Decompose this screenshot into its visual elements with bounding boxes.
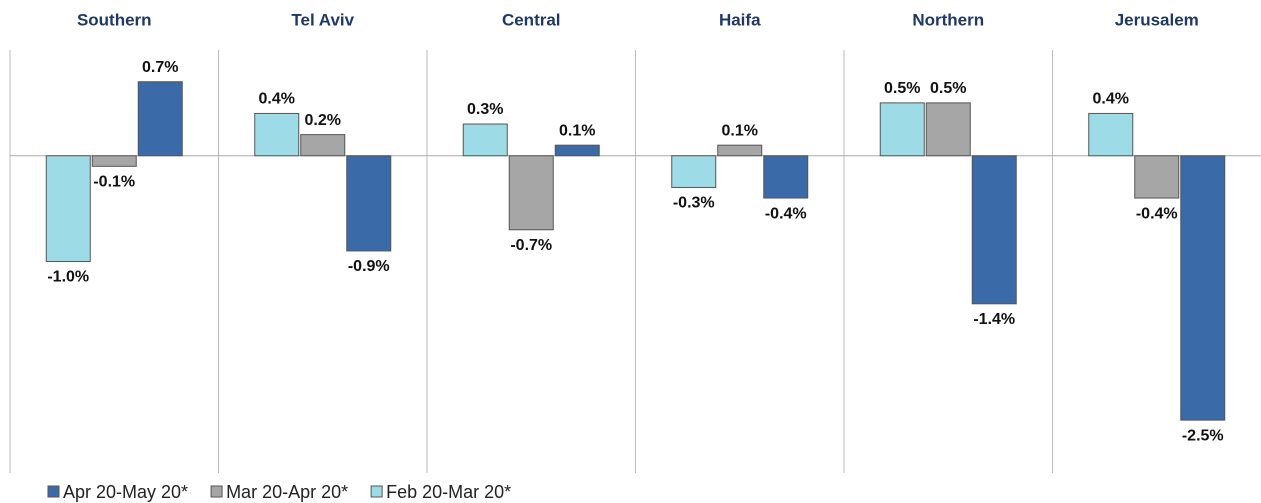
value-label: 0.4% — [259, 91, 295, 108]
value-label: 0.1% — [722, 122, 758, 139]
bar — [1134, 155, 1180, 199]
category-label: Central — [502, 10, 561, 29]
bar — [346, 155, 392, 252]
bar — [763, 155, 809, 199]
bar — [1180, 155, 1226, 421]
value-label: -1.4% — [973, 311, 1015, 328]
bar — [717, 144, 763, 157]
category-label: Southern — [77, 10, 152, 29]
legend-label: Apr 20-May 20* — [63, 482, 188, 502]
value-label: 0.5% — [884, 80, 920, 97]
bar — [879, 102, 925, 157]
category-label: Tel Aviv — [291, 10, 354, 29]
value-label: -0.4% — [1136, 205, 1178, 222]
bar — [45, 155, 91, 262]
legend-label: Feb 20-Mar 20* — [386, 482, 511, 502]
category-label: Jerusalem — [1115, 10, 1199, 29]
value-label: -0.1% — [93, 174, 135, 191]
value-label: -0.3% — [673, 195, 715, 212]
category-label: Northern — [912, 10, 984, 29]
bar — [925, 102, 971, 157]
bar — [508, 155, 554, 231]
category-label: Haifa — [719, 10, 761, 29]
value-label: 0.2% — [305, 112, 341, 129]
bar — [971, 155, 1017, 305]
value-label: -1.0% — [47, 269, 89, 286]
legend-swatch — [47, 485, 60, 498]
legend-swatch — [210, 485, 223, 498]
value-label: 0.1% — [559, 122, 595, 139]
bar — [671, 155, 717, 188]
bar — [554, 144, 600, 157]
legend-label: Mar 20-Apr 20* — [226, 482, 348, 502]
value-label: -0.4% — [765, 205, 807, 222]
value-label: -2.5% — [1182, 427, 1224, 444]
value-label: 0.7% — [142, 59, 178, 76]
bar — [300, 134, 346, 157]
bar — [254, 112, 300, 157]
legend-swatch — [370, 485, 383, 498]
value-label: 0.3% — [467, 101, 503, 118]
value-label: 0.4% — [1093, 91, 1129, 108]
bar — [91, 155, 137, 167]
bar — [137, 81, 183, 157]
bar — [462, 123, 508, 157]
bar — [1088, 112, 1134, 157]
value-label: 0.5% — [930, 80, 966, 97]
value-label: -0.7% — [510, 237, 552, 254]
value-label: -0.9% — [348, 258, 390, 275]
